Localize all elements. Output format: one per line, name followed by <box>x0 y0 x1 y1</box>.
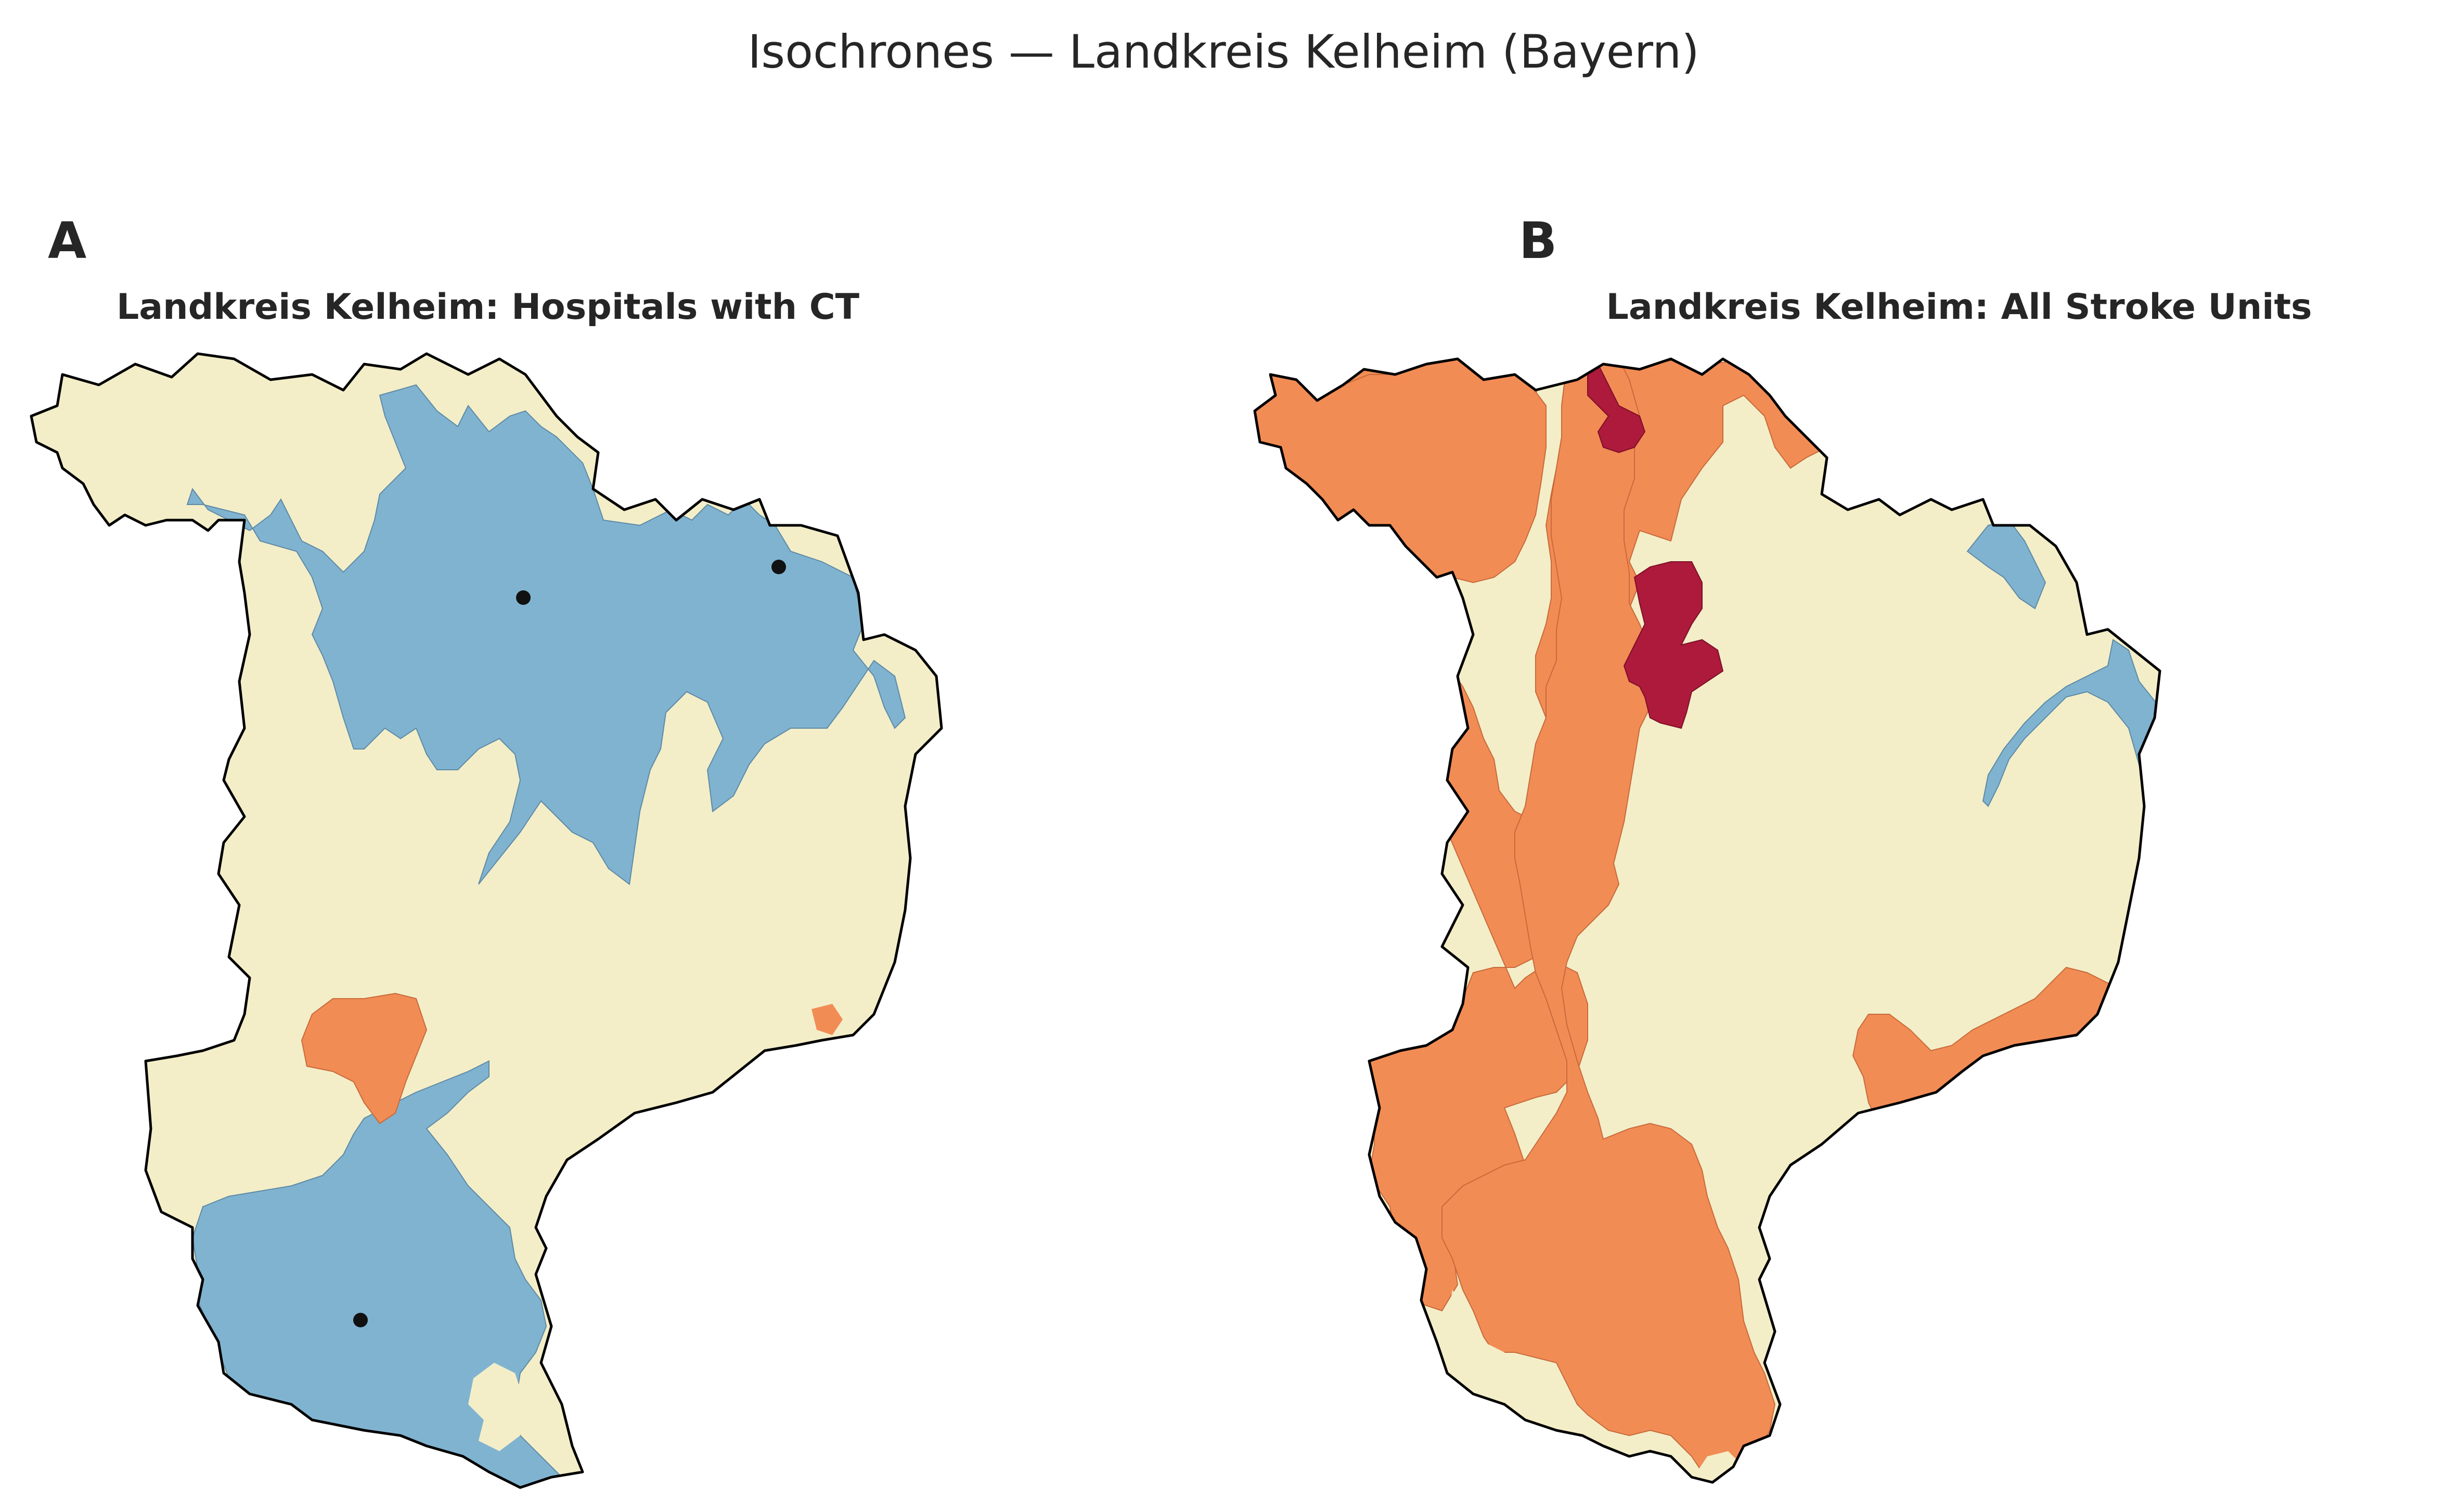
zone-crimson-central-b <box>1623 561 1724 729</box>
zone-orange-central-b <box>1441 359 1776 1478</box>
map-panel-a <box>30 352 943 1489</box>
panel-b-letter: B <box>1519 212 1557 270</box>
zone-cream-inner-b <box>1447 1290 1515 1404</box>
facility-marker-2 <box>771 560 786 574</box>
zone-orange-east-a <box>812 1004 843 1035</box>
zone-orange-west-a <box>301 992 428 1125</box>
facility-marker-3 <box>353 1313 368 1327</box>
panel-a-letter: A <box>48 212 87 270</box>
zone-blue-north-a <box>186 384 906 885</box>
panel-b-title: Landkreis Kelheim: All Stroke Units <box>1606 287 2312 328</box>
panel-a-title: Landkreis Kelheim: Hospitals with CT <box>116 287 860 328</box>
zone-orange-west-b <box>1255 359 1547 584</box>
zone-crimson-north-b <box>1587 363 1646 454</box>
figure-title: Isochrones — Landkreis Kelheim (Bayern) <box>748 25 1699 79</box>
map-panel-b <box>1253 357 2161 1484</box>
district-boundary-a <box>30 352 943 1489</box>
zone-cream-b <box>1255 359 2160 1482</box>
facility-marker-1 <box>516 590 531 605</box>
district-boundary-b <box>1253 357 2161 1484</box>
zone-cream-south-gap-a <box>468 1363 525 1451</box>
